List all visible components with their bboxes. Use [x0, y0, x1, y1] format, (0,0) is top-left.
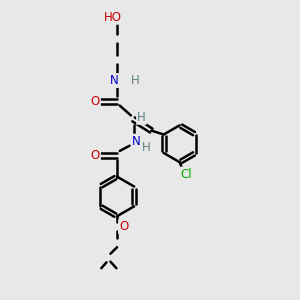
Text: N: N [110, 74, 119, 87]
Text: O: O [119, 220, 128, 233]
Text: HO: HO [104, 11, 122, 24]
Text: H: H [137, 111, 146, 124]
Text: H: H [131, 74, 140, 87]
Text: H: H [142, 141, 151, 154]
Text: N: N [132, 135, 140, 148]
Text: O: O [91, 149, 100, 162]
Text: O: O [91, 95, 100, 108]
Text: Cl: Cl [180, 167, 192, 181]
